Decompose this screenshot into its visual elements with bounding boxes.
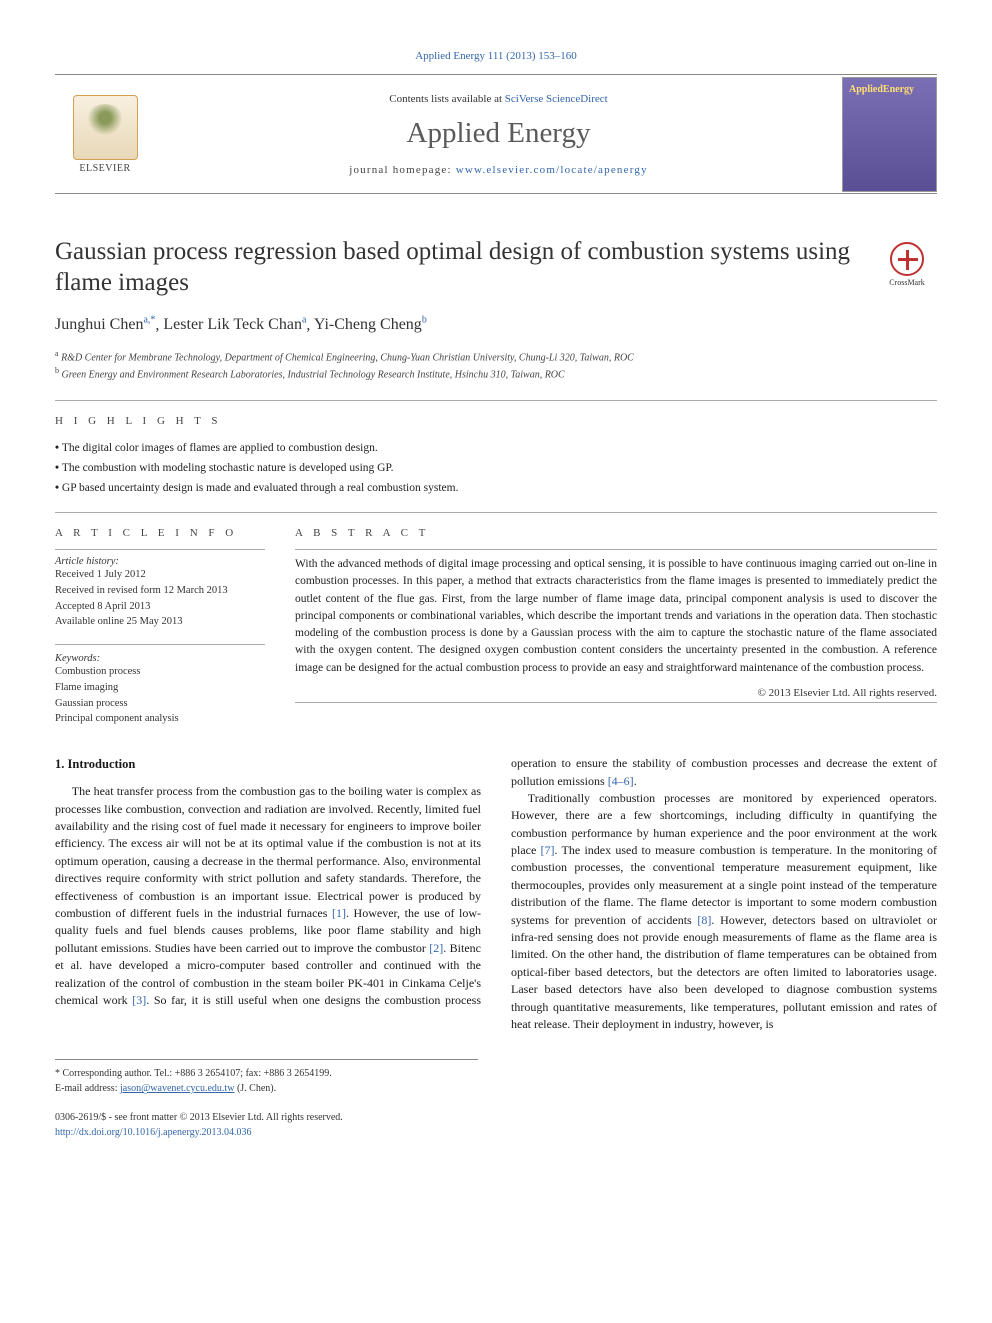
abstract-label: A B S T R A C T (295, 527, 937, 539)
author-list: Junghui Chena,*, Lester Lik Teck Chana, … (55, 315, 937, 334)
history-item: Received 1 July 2012 (55, 567, 265, 583)
email-link[interactable]: jason@wavenet.cycu.edu.tw (120, 1083, 234, 1094)
keywords-list: Combustion process Flame imaging Gaussia… (55, 664, 265, 727)
homepage-line: journal homepage: www.elsevier.com/locat… (165, 164, 832, 176)
citation-link[interactable]: [1] (332, 906, 346, 920)
highlight-item: The combustion with modeling stochastic … (55, 459, 937, 479)
publisher-logo-block: ELSEVIER (55, 84, 155, 184)
crossmark-label: CrossMark (877, 278, 937, 287)
citation-link[interactable]: [2] (429, 941, 443, 955)
front-matter-line: 0306-2619/$ - see front matter © 2013 El… (55, 1110, 937, 1125)
affiliation: b Green Energy and Environment Research … (55, 365, 937, 382)
crossmark-badge[interactable]: CrossMark (877, 242, 937, 287)
divider (55, 549, 265, 550)
elsevier-tree-icon (73, 95, 138, 160)
highlight-item: The digital color images of flames are a… (55, 439, 937, 459)
keywords-label: Keywords: (55, 653, 265, 664)
author: Yi-Cheng Chengb (314, 316, 427, 333)
article-title: Gaussian process regression based optima… (55, 236, 937, 299)
keyword: Gaussian process (55, 696, 265, 712)
divider (55, 644, 265, 645)
publication-footer: 0306-2619/$ - see front matter © 2013 El… (55, 1110, 937, 1140)
header-citation: Applied Energy 111 (2013) 153–160 (55, 50, 937, 62)
affiliations: a R&D Center for Membrane Technology, De… (55, 348, 937, 383)
highlights-label: H I G H L I G H T S (55, 415, 937, 427)
journal-cover-thumbnail: AppliedEnergy (842, 77, 937, 192)
history-label: Article history: (55, 556, 265, 567)
keyword: Flame imaging (55, 680, 265, 696)
homepage-prefix: journal homepage: (349, 164, 456, 176)
divider (55, 400, 937, 401)
corr-label: * Corresponding author. Tel.: +886 3 265… (55, 1066, 478, 1081)
journal-banner: ELSEVIER Contents lists available at Sci… (55, 74, 937, 194)
history-dates: Received 1 July 2012 Received in revised… (55, 567, 265, 630)
citation-link[interactable]: [4–6] (608, 774, 634, 788)
history-item: Received in revised form 12 March 2013 (55, 583, 265, 599)
email-suffix: (J. Chen). (234, 1083, 276, 1094)
publisher-name: ELSEVIER (79, 163, 130, 174)
highlight-item: GP based uncertainty design is made and … (55, 479, 937, 499)
keyword: Principal component analysis (55, 711, 265, 727)
doi-link[interactable]: http://dx.doi.org/10.1016/j.apenergy.201… (55, 1127, 251, 1138)
author: Junghui Chena,* (55, 316, 155, 333)
contents-line: Contents lists available at SciVerse Sci… (165, 93, 832, 105)
keyword: Combustion process (55, 664, 265, 680)
citation-link[interactable]: [7] (541, 843, 555, 857)
author: Lester Lik Teck Chana (163, 316, 306, 333)
divider (295, 549, 937, 550)
citation-link[interactable]: [3] (132, 993, 146, 1007)
journal-name: Applied Energy (165, 117, 832, 150)
corresponding-author-note: * Corresponding author. Tel.: +886 3 265… (55, 1059, 478, 1096)
body-paragraph: Traditionally combustion processes are m… (511, 790, 937, 1033)
crossmark-icon (890, 242, 924, 276)
email-label: E-mail address: (55, 1083, 120, 1094)
divider (55, 512, 937, 513)
article-info-label: A R T I C L E I N F O (55, 527, 265, 539)
abstract-text: With the advanced methods of digital ima… (295, 556, 937, 677)
copyright: © 2013 Elsevier Ltd. All rights reserved… (295, 687, 937, 699)
contents-prefix: Contents lists available at (389, 93, 504, 105)
body-text: 1. Introduction The heat transfer proces… (55, 755, 937, 1033)
sciencedirect-link[interactable]: SciVerse ScienceDirect (505, 93, 608, 105)
affiliation: a R&D Center for Membrane Technology, De… (55, 348, 937, 365)
cover-title: AppliedEnergy (849, 84, 930, 95)
divider (295, 702, 937, 703)
section-heading: 1. Introduction (55, 755, 481, 773)
homepage-link[interactable]: www.elsevier.com/locate/apenergy (456, 164, 648, 176)
citation-link[interactable]: [8] (697, 913, 711, 927)
highlights-list: The digital color images of flames are a… (55, 439, 937, 498)
history-item: Accepted 8 April 2013 (55, 599, 265, 615)
history-item: Available online 25 May 2013 (55, 614, 265, 630)
